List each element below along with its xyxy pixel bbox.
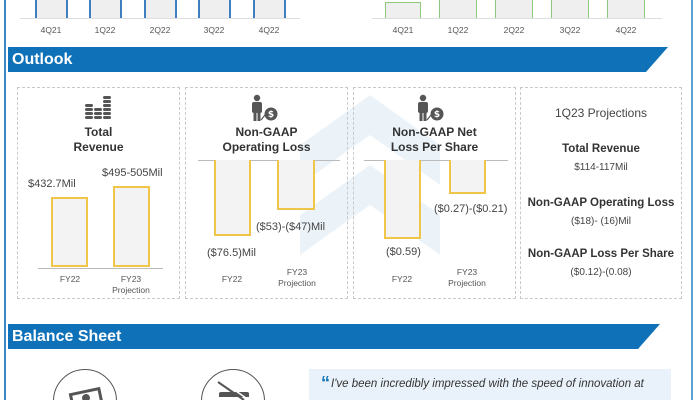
- x-label: 2Q22: [149, 25, 171, 35]
- bar-2q22: [144, 0, 177, 18]
- x-label: 3Q22: [203, 25, 225, 35]
- testimonial-quote: “I've been incredibly impressed with the…: [309, 369, 671, 400]
- bar-4q22: [253, 0, 286, 18]
- person-money-icon: $: [418, 94, 444, 121]
- x-label: 1Q22: [94, 25, 116, 35]
- card-non-gaap-operating-loss: $ Non-GAAP Operating Loss ($53)-($47)Mil…: [185, 87, 348, 299]
- x-label: 3Q22: [559, 25, 581, 35]
- x-axis: [364, 160, 508, 161]
- card-non-gaap-net-loss-per-share: $ Non-GAAP Net Loss Per Share ($0.27)-($…: [353, 87, 516, 299]
- x-label-fy22: FY22: [391, 274, 413, 284]
- bar-4q21: [35, 0, 68, 18]
- fy23-value-label: $495-505Mil: [102, 167, 163, 179]
- projection-title: Non-GAAP Operating Loss: [527, 197, 675, 209]
- fy22-value-label: $432.7Mil: [28, 178, 76, 190]
- bar-fy23: [113, 186, 150, 267]
- chart-baseline: [20, 18, 300, 19]
- section-banner-balance-sheet: Balance Sheet: [8, 324, 660, 349]
- bar-1q22: [89, 0, 122, 18]
- top-left-quarterly-chart: 4Q21 1Q22 2Q22 3Q22 4Q22: [20, 0, 300, 40]
- bar-fy23: [449, 160, 486, 194]
- bar-fy22: [384, 160, 421, 239]
- person-money-icon: $: [252, 94, 278, 121]
- bar-1q22: [439, 0, 477, 18]
- cash-glyph-icon: [68, 386, 104, 400]
- projection-title: Total Revenue: [562, 143, 640, 155]
- bar-4q21: [385, 2, 421, 18]
- right-frame-border: [691, 0, 693, 400]
- projection-title: Non-GAAP Loss Per Share: [527, 248, 675, 260]
- credit-card-slash-glyph-icon: [217, 379, 249, 400]
- bar-3q22: [551, 0, 589, 18]
- x-label-fy22: FY22: [221, 274, 243, 284]
- fy22-value-label: ($76.5)Mil: [207, 247, 256, 259]
- x-label-fy22: FY22: [59, 274, 81, 284]
- fy23-value-label: ($0.27)-($0.21): [434, 203, 508, 215]
- bar-2q22: [495, 0, 533, 18]
- svg-text:$: $: [268, 110, 274, 120]
- no-credit-card-icon: [201, 369, 265, 400]
- x-label-fy23: FY23 Projection: [448, 267, 486, 288]
- bar-4q22: [607, 0, 645, 18]
- x-axis: [38, 268, 163, 269]
- x-label: 4Q21: [40, 25, 62, 35]
- fy22-value-label: ($0.59): [386, 246, 421, 258]
- chart-baseline: [372, 18, 662, 19]
- card-1q23-projections: 1Q23 Projections Total Revenue $114-117M…: [520, 87, 682, 299]
- quote-mark-icon: “: [321, 373, 330, 393]
- bar-fy22: [51, 197, 88, 267]
- bar-3q22: [198, 0, 231, 18]
- svg-text:$: $: [434, 110, 440, 120]
- x-label-fy23: FY23 Projection: [112, 274, 150, 295]
- cash-icon: [53, 369, 117, 400]
- x-label-fy23: FY23 Projection: [278, 267, 316, 288]
- card-title: Non-GAAP Operating Loss: [222, 125, 311, 154]
- top-right-quarterly-chart: 4Q21 1Q22 2Q22 3Q22 4Q22: [372, 0, 662, 40]
- section-banner-outlook: Outlook: [8, 47, 668, 72]
- card-title: Non-GAAP Net Loss Per Share: [390, 125, 479, 154]
- left-frame-border: [4, 0, 6, 400]
- coin-stacks-icon: [84, 96, 111, 119]
- x-label: 4Q21: [392, 25, 414, 35]
- x-axis: [198, 160, 340, 161]
- x-label: 4Q22: [615, 25, 637, 35]
- x-label: 2Q22: [503, 25, 525, 35]
- bar-fy22: [214, 160, 251, 236]
- card-total-revenue: Total Revenue $432.7Mil $495-505Mil FY22…: [17, 87, 180, 299]
- projection-value: $114-117Mil: [574, 162, 628, 173]
- x-label: 4Q22: [258, 25, 280, 35]
- projection-value: ($0.12)-(0.08): [570, 267, 632, 278]
- card-title: Total Revenue: [73, 125, 124, 154]
- fy23-value-label: ($53)-($47)Mil: [256, 221, 326, 233]
- x-label: 1Q22: [447, 25, 469, 35]
- bar-fy23: [277, 160, 315, 210]
- projection-value: ($18)- (16)Mil: [570, 216, 631, 227]
- projections-heading: 1Q23 Projections: [554, 106, 648, 120]
- quote-text: I've been incredibly impressed with the …: [331, 378, 644, 390]
